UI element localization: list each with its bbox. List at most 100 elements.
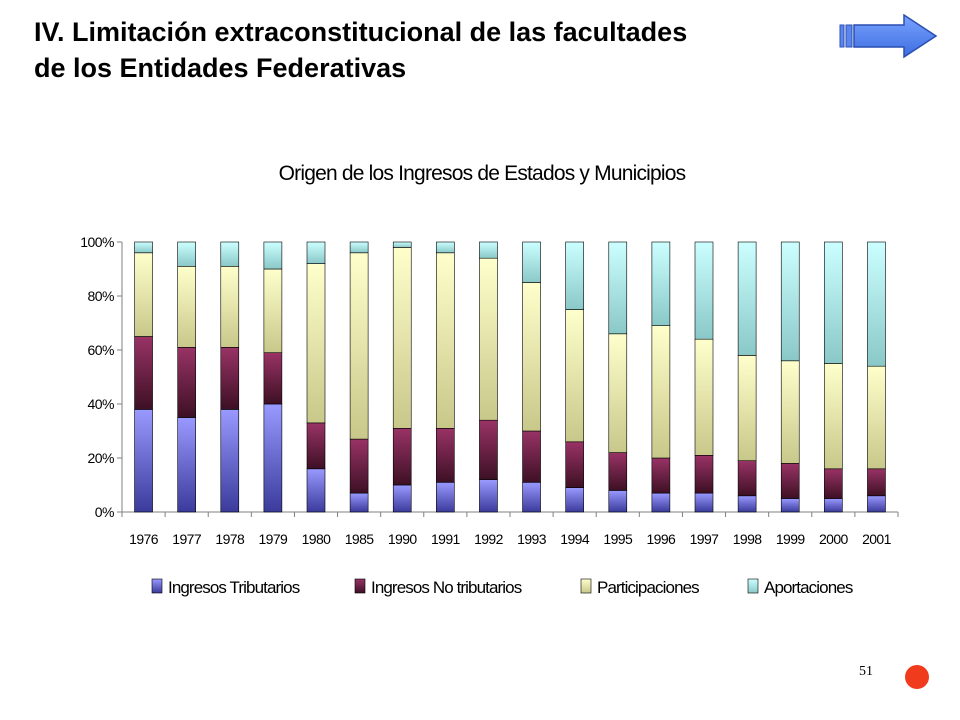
x-tick-label: 1996 (647, 531, 677, 547)
x-tick-label: 1990 (388, 531, 418, 547)
y-tick-label: 80% (87, 288, 114, 304)
bar-segment (694, 338, 714, 456)
bar-segment (479, 241, 498, 259)
x-tick-label: 1978 (215, 531, 245, 547)
bar-segment (263, 268, 283, 353)
bar-segment (349, 438, 369, 494)
bar-segment (220, 346, 240, 410)
bar-segment (349, 492, 369, 513)
x-tick-label: 1992 (474, 531, 504, 547)
x-tick-label: 1976 (129, 531, 159, 547)
bar-segment (263, 403, 283, 513)
bar-segment (306, 241, 326, 264)
bar-segment (867, 495, 886, 513)
bar-segment (436, 241, 455, 254)
bar-segment (651, 241, 671, 326)
bar-segment (392, 247, 412, 429)
bar-segment (436, 252, 455, 429)
x-tick-label: 1979 (259, 531, 289, 547)
bar-segment (694, 492, 714, 513)
bar-segment (306, 422, 326, 470)
x-tick-label: 1998 (733, 531, 763, 547)
bar-segment (565, 441, 584, 488)
bar-segment (436, 427, 455, 483)
bar-segment (349, 241, 369, 254)
bar-segment (306, 263, 326, 424)
legend-swatch (151, 578, 163, 594)
legend-swatch (580, 578, 592, 594)
bar-segment (824, 468, 843, 499)
legend-swatch (747, 578, 759, 594)
bar-segment (565, 241, 584, 310)
bar-segment (263, 241, 283, 270)
legend-swatch (354, 578, 366, 594)
x-tick-label: 1994 (560, 531, 590, 547)
bar-segment (608, 490, 628, 513)
bar-segment (694, 454, 714, 494)
bar-segment (177, 241, 196, 267)
bar-segment (349, 252, 369, 440)
x-tick-label: 1980 (302, 531, 332, 547)
x-tick-label: 1993 (517, 531, 547, 547)
legend-label: Ingresos No tributarios (371, 578, 522, 597)
bar-segment (220, 241, 240, 267)
bar-segment (436, 481, 455, 513)
bar-segment (780, 241, 800, 362)
y-tick-label: 100% (80, 234, 114, 250)
bar-segment (737, 460, 757, 497)
bar-segment (867, 241, 886, 367)
bar-segment (565, 309, 584, 443)
page-number: 51 (859, 664, 873, 679)
bar-segment (608, 241, 628, 335)
bar-segment (565, 487, 584, 513)
bar-segment (134, 241, 153, 254)
bar-segment (608, 452, 628, 491)
bar-segment (780, 498, 800, 513)
legend-label: Ingresos Tributarios (168, 578, 300, 597)
slide-title: IV. Limitación extraconstitucional de la… (34, 14, 834, 86)
bar-segment (263, 352, 283, 405)
x-tick-label: 1977 (172, 531, 202, 547)
bar-segment (134, 336, 153, 410)
bar-segment (608, 333, 628, 453)
bar-segment (737, 241, 757, 356)
bar-segment (651, 457, 671, 494)
x-tick-label: 1991 (431, 531, 461, 547)
y-tick-label: 60% (87, 342, 114, 358)
bar-segment (780, 463, 800, 499)
bar-segment (392, 241, 412, 248)
bar-segment (479, 257, 498, 421)
red-dot-icon (905, 665, 929, 689)
slide-title-line-1: IV. Limitación extraconstitucional de la… (34, 17, 688, 47)
bar-segment (522, 430, 541, 483)
bar-segment (177, 417, 196, 513)
bar-segment (392, 427, 412, 486)
chart-title: Origen de los Ingresos de Estados y Muni… (279, 162, 686, 185)
bar-segment (651, 325, 671, 459)
x-tick-label: 1997 (690, 531, 720, 547)
bar-segment (479, 479, 498, 513)
x-tick-label: 2000 (819, 531, 849, 547)
x-tick-label: 1995 (603, 531, 633, 547)
bar-segment (177, 346, 196, 418)
bar-segment (306, 468, 326, 513)
bar-segment (867, 468, 886, 497)
bar-segment (824, 498, 843, 513)
right-arrow-icon[interactable] (838, 14, 938, 60)
bar-segment (220, 265, 240, 348)
bar-segment (824, 241, 843, 364)
bar-segment (177, 265, 196, 348)
bar-segment (651, 492, 671, 513)
bar-segment (780, 360, 800, 464)
bar-segment (479, 419, 498, 480)
bar-segment (824, 363, 843, 470)
bar-segment (737, 355, 757, 461)
legend-label: Participaciones (597, 578, 699, 597)
x-tick-label: 1999 (776, 531, 806, 547)
bar-segment (392, 484, 412, 513)
y-tick-label: 0% (95, 504, 114, 520)
x-tick-label: 1985 (345, 531, 375, 547)
y-tick-label: 40% (87, 396, 114, 412)
bar-segment (134, 252, 153, 337)
